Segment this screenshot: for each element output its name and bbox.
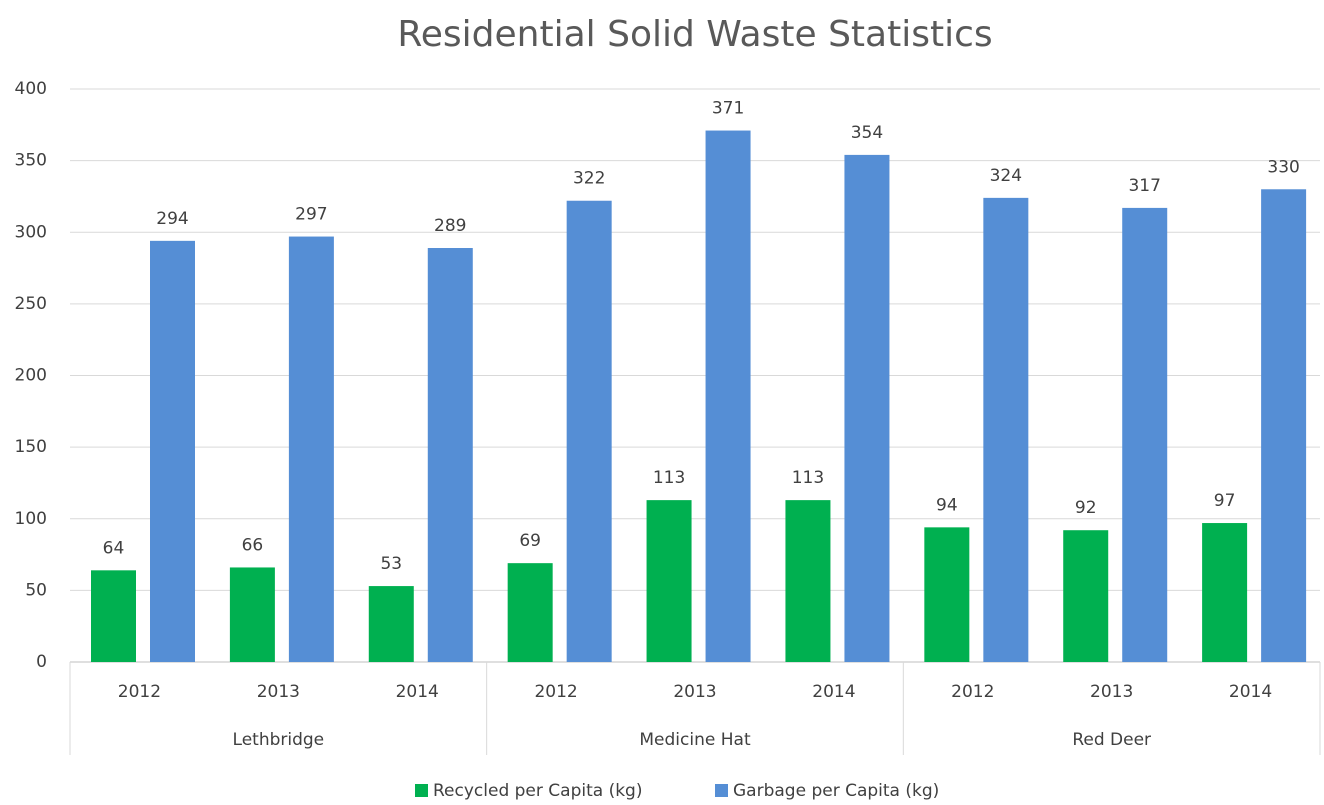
data-label: 69 [519,531,541,551]
y-tick-label: 400 [15,79,47,99]
y-tick-label: 0 [36,652,47,672]
y-tick-label: 100 [15,509,47,529]
y-tick-label: 300 [15,222,47,242]
x-tick-label: 2012 [118,682,161,702]
data-label: 354 [851,123,883,143]
y-tick-label: 350 [15,151,47,171]
data-label: 371 [712,99,744,119]
data-label: 92 [1075,498,1097,518]
bar [785,500,831,662]
group-label: Lethbridge [233,730,325,750]
x-tick-label: 2014 [812,682,855,702]
data-label: 324 [990,166,1022,186]
data-label: 94 [936,495,958,515]
bar [150,240,195,662]
bar [1261,189,1307,662]
bar [91,570,136,662]
bar [1202,523,1248,662]
y-tick-label: 250 [15,294,47,314]
x-tick-label: 2013 [673,682,716,702]
group-label: Red Deer [1072,730,1151,750]
y-tick-label: 50 [25,580,47,600]
x-tick-label: 2014 [396,682,439,702]
chart-title: Residential Solid Waste Statistics [397,14,992,55]
legend-swatch [715,784,728,797]
bar [507,563,553,662]
data-label: 297 [295,205,327,225]
x-tick-label: 2013 [257,682,300,702]
x-tick-label: 2012 [951,682,994,702]
data-label: 113 [792,468,824,488]
bar [924,527,970,662]
y-tick-label: 150 [15,437,47,457]
data-label: 317 [1128,176,1160,196]
legend-swatch [415,784,428,797]
data-label: 294 [156,209,188,229]
x-tick-label: 2014 [1229,682,1272,702]
group-label: Medicine Hat [639,730,751,750]
bar [646,500,692,662]
bar [288,236,334,663]
data-label: 64 [103,538,125,558]
bar [566,200,612,663]
bar [844,154,890,662]
data-label: 113 [653,468,685,488]
data-label: 330 [1267,157,1299,177]
y-tick-label: 200 [15,366,47,386]
bar [705,130,751,663]
data-label: 53 [380,554,402,574]
x-tick-label: 2012 [534,682,577,702]
bar [1063,530,1109,662]
data-label: 66 [242,535,264,555]
bar [427,248,473,662]
data-label: 289 [434,216,466,236]
legend-label: Garbage per Capita (kg) [733,781,939,801]
bar [368,586,414,662]
legend-label: Recycled per Capita (kg) [433,781,642,801]
bar [229,567,275,662]
bar [1122,207,1168,662]
x-tick-label: 2013 [1090,682,1133,702]
data-label: 97 [1214,491,1236,511]
bar [983,197,1029,662]
data-label: 322 [573,169,605,189]
